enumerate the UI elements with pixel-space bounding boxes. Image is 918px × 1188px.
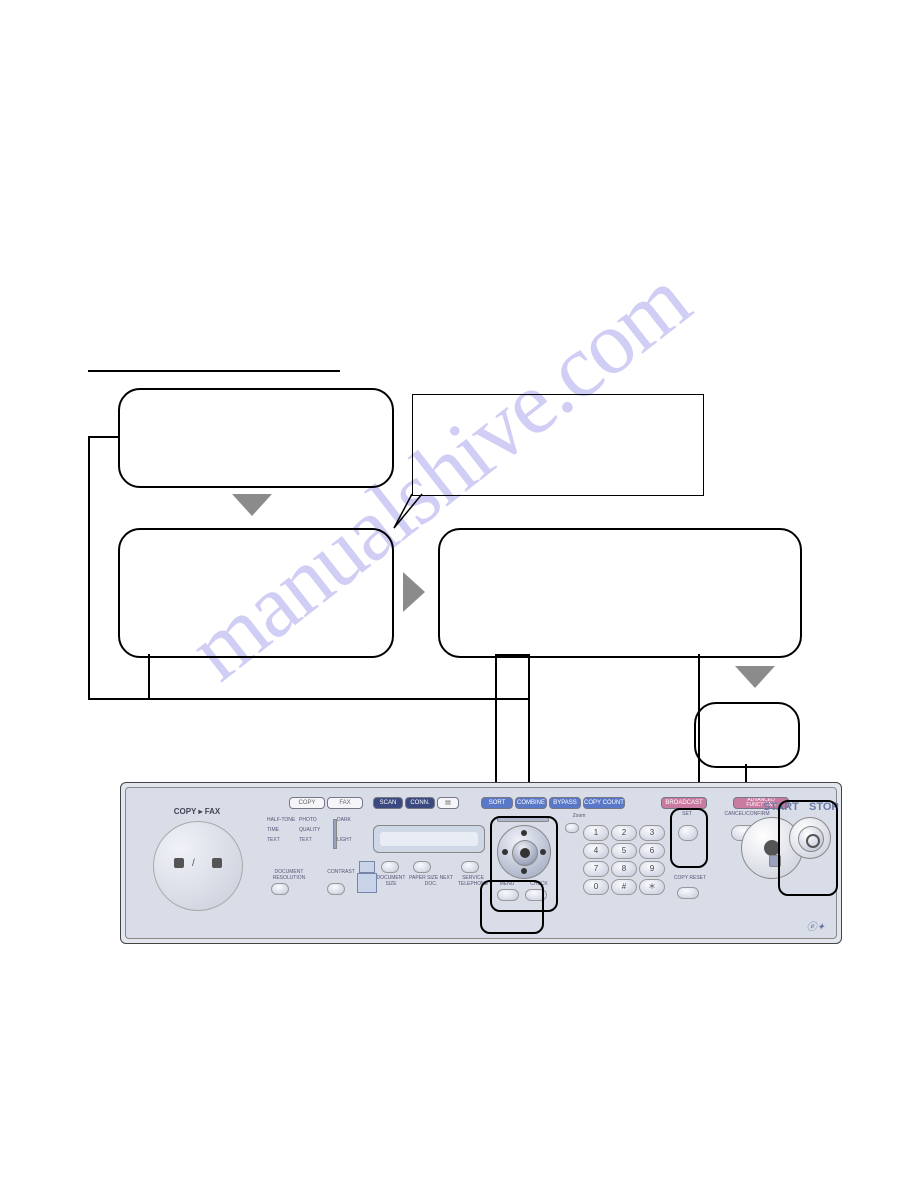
tray-icon [357,861,377,891]
under-lcd-1: DOCUMENT SIZE [371,875,411,887]
key-star[interactable]: ＊ [639,879,665,895]
zoom-label: Zoom [565,813,593,819]
copy-reset-button[interactable] [677,887,699,899]
key-7[interactable]: 7 [583,861,609,877]
highlight-stop [778,800,838,896]
highlight-set [670,808,708,868]
bypass-pill[interactable]: BYPASS [549,797,581,809]
mode-fax-pill[interactable]: FAX [327,797,363,809]
arrow-down-1 [232,494,272,516]
contrast-label: CONTRAST [321,869,361,875]
mode-conn-pill[interactable]: CONN. [405,797,435,809]
mode-scan-pill[interactable]: SCAN [373,797,403,809]
connector [148,654,150,698]
key-1[interactable]: 1 [583,825,609,841]
zoom-indicator-button[interactable] [565,823,579,833]
left-slider [333,819,337,849]
left-col1: HALF-TONE TIME TEXT [267,815,297,845]
dial-right-icon [212,858,222,868]
connector [148,698,528,700]
key-2[interactable]: 2 [611,825,637,841]
step-box-2 [118,528,394,658]
copy-fax-dial[interactable]: / [153,821,243,911]
arrow-right-1 [403,572,425,612]
energy-star-icon: ⓔ✦ [807,918,825,933]
key-hash[interactable]: # [611,879,637,895]
key-5[interactable]: 5 [611,843,637,859]
combine-pill[interactable]: COMBINE [515,797,547,809]
left-col2: PHOTO QUALITY TEXT [299,815,329,845]
key-4[interactable]: 4 [583,843,609,859]
step-box-4 [694,702,800,768]
mode-copy-pill[interactable]: COPY [289,797,325,809]
callout-note [412,394,704,496]
section-title-underline [88,370,340,372]
connector [88,436,90,698]
key-9[interactable]: 9 [639,861,665,877]
under-lcd-2: PAPER SIZE NEXT DOC. [409,875,453,887]
left-col3: DARK LIGHT [337,815,363,845]
dial-left-icon [174,858,184,868]
step-box-1 [118,388,394,488]
lcd-display [373,825,485,853]
dial-slash-icon: / [192,858,195,869]
connector [88,436,118,438]
callout-tail [392,488,432,532]
connector [515,654,529,656]
connector [88,698,148,700]
copy-fax-dial-label: COPY ▸ FAX [153,807,241,816]
connector [495,654,515,656]
copycount-pill[interactable]: COPY COUNT [583,797,625,809]
copy-reset-label: COPY RESET [673,875,707,881]
highlight-dpad [490,816,558,912]
sub-btn-1[interactable] [381,861,399,873]
arrow-down-2 [735,666,775,688]
sub-btn-3[interactable] [461,861,479,873]
key-6[interactable]: 6 [639,843,665,859]
key-3[interactable]: 3 [639,825,665,841]
key-8[interactable]: 8 [611,861,637,877]
contrast-button[interactable] [327,883,345,895]
sort-pill[interactable]: SORT [481,797,513,809]
feeder-icon-pill: ▤ [437,797,459,809]
key-0[interactable]: 0 [583,879,609,895]
doc-resolution-button[interactable] [271,883,289,895]
sub-btn-2[interactable] [413,861,431,873]
step-box-3 [438,528,802,658]
doc-resolution-label: DOCUMENT RESOLUTION [265,869,313,881]
